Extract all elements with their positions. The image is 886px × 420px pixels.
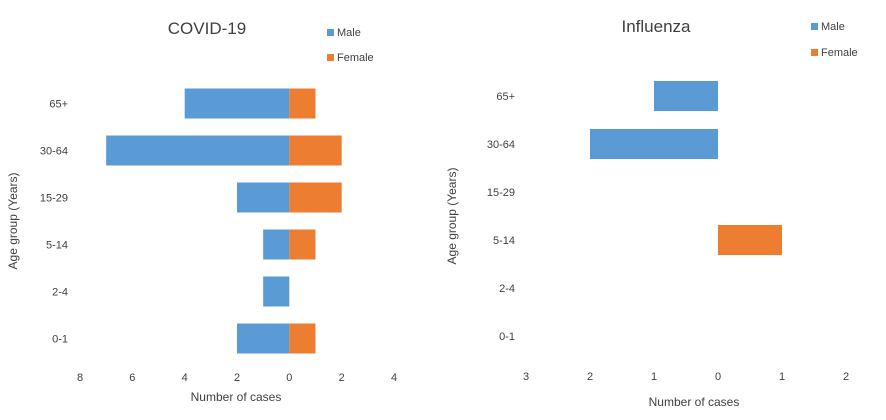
legend-swatch-female [811, 49, 818, 56]
legend-swatch-female [327, 54, 334, 61]
y-tick-label: 5-14 [46, 240, 68, 252]
legend-swatch-male [327, 29, 334, 36]
bar-male-65+ [654, 81, 718, 111]
y-tick-label: 15-29 [487, 187, 515, 199]
x-tick-label: 4 [391, 372, 397, 384]
bar-male-30-64 [590, 129, 718, 159]
x-tick-label: 1 [651, 371, 657, 383]
x-tick-label: 2 [339, 372, 345, 384]
y-tick-label: 65+ [496, 91, 515, 103]
y-tick-label: 2-4 [52, 287, 68, 299]
y-tick-label: 65+ [49, 99, 68, 111]
legend-label-male: Male [821, 21, 845, 33]
x-tick-label: 2 [843, 371, 849, 383]
chart-panel-1: COVID-19 Male Female 0-1 2-4 5-14 15-29 30-64 65… [6, 19, 397, 404]
y-tick-label: 5-14 [493, 235, 515, 247]
bar-female-15-29 [289, 182, 342, 213]
x-tick-label: 0 [286, 372, 292, 384]
y-tick-label: 2-4 [499, 283, 515, 295]
x-axis-label: Number of cases [649, 395, 740, 409]
legend-swatch-male [811, 23, 818, 30]
legend-label-female: Female [337, 52, 374, 64]
x-tick-label: 2 [587, 371, 593, 383]
legend-label-male: Male [337, 27, 361, 39]
y-axis-label: Age group (Years) [445, 168, 459, 265]
x-tick-label: 1 [779, 371, 785, 383]
bar-male-15-29 [237, 182, 290, 213]
x-axis-label: Number of cases [191, 390, 282, 404]
bar-female-0-1 [289, 323, 316, 354]
y-tick-label: 30-64 [40, 146, 68, 158]
y-tick-label: 15-29 [40, 193, 68, 205]
legend-label-female: Female [821, 47, 858, 59]
y-axis-label: Age group (Years) [6, 173, 20, 270]
bar-female-5-14 [289, 229, 316, 260]
bar-male-0-1 [237, 323, 290, 354]
bar-male-5-14 [263, 229, 290, 260]
bar-male-65+ [184, 88, 290, 119]
x-tick-label: 4 [182, 372, 188, 384]
chart-title: COVID-19 [168, 19, 246, 38]
x-tick-label: 8 [77, 372, 83, 384]
bar-female-30-64 [289, 135, 342, 166]
x-tick-label: 6 [129, 372, 135, 384]
chart-title: Influenza [622, 17, 692, 36]
x-tick-label: 3 [523, 371, 529, 383]
x-tick-label: 2 [234, 372, 240, 384]
bar-female-5-14 [718, 225, 782, 255]
bar-male-2-4 [263, 276, 290, 307]
chart-panel-2: Influenza Male Female 0-1 2-4 5-14 15-29 30-64 6… [445, 17, 858, 409]
y-tick-label: 0-1 [52, 334, 68, 346]
bar-male-30-64 [106, 135, 290, 166]
x-tick-label: 0 [715, 371, 721, 383]
y-tick-label: 0-1 [499, 331, 515, 343]
bar-female-65+ [289, 88, 316, 119]
y-tick-label: 30-64 [487, 139, 515, 151]
